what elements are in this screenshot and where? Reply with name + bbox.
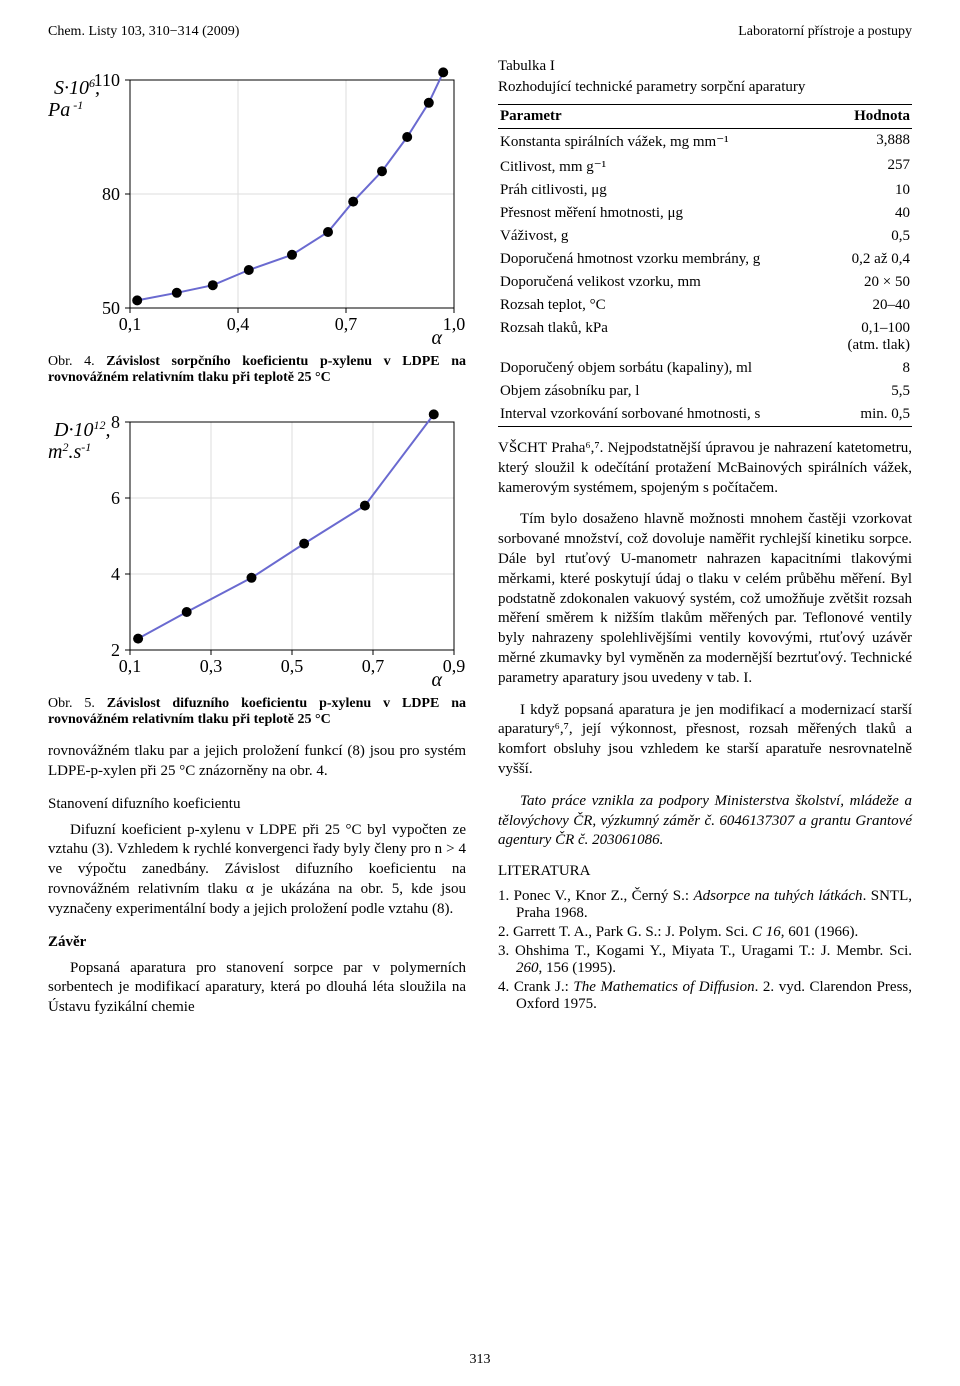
references-list: 1. Ponec V., Knor Z., Černý S.: Adsorpce…	[498, 888, 912, 1013]
two-column-layout: 0,10,40,71,05080110αS·106,Pa -1 Obr. 4. …	[48, 58, 912, 1030]
col-header-param: Parametr	[498, 105, 829, 129]
reference-item: 4. Crank J.: The Mathematics of Diffusio…	[498, 979, 912, 1013]
table-cell-param: Práh citlivosti, μg	[498, 179, 829, 202]
table-cell-param: Konstanta spirálních vážek, mg mm⁻¹	[498, 129, 829, 155]
table-cell-value: 0,5	[829, 225, 912, 248]
page-number: 313	[0, 1352, 960, 1368]
table-cell-value: 20 × 50	[829, 271, 912, 294]
svg-text:80: 80	[102, 184, 120, 204]
header-right: Laboratorní přístroje a postupy	[738, 24, 912, 40]
table-cell-value: 20–40	[829, 294, 912, 317]
table-cell-param: Doporučený objem sorbátu (kapaliny), ml	[498, 357, 829, 380]
reference-item: 1. Ponec V., Knor Z., Černý S.: Adsorpce…	[498, 888, 912, 922]
figure-5-chart: 0,1 0,3 0,5 0,7 0,9 2 4 6 8 α D·1012,m2.s-1	[48, 400, 466, 690]
table-cell-param: Doporučená velikost vzorku, mm	[498, 271, 829, 294]
svg-text:0,9: 0,9	[443, 656, 466, 676]
table-cell-value: 40	[829, 202, 912, 225]
svg-text:6: 6	[111, 488, 120, 508]
left-para-3: Popsaná aparatura pro stanovení sorpce p…	[48, 959, 466, 1018]
table-row: Rozsah teplot, °C20–40	[498, 294, 912, 317]
table-cell-param: Objem zásobníku par, l	[498, 380, 829, 403]
table-cell-value: 10	[829, 179, 912, 202]
table-cell-param: Doporučená hmotnost vzorku membrány, g	[498, 248, 829, 271]
svg-text:0,1: 0,1	[119, 314, 142, 334]
params-table: Parametr Hodnota Konstanta spirálních vá…	[498, 104, 912, 427]
table-row: Rozsah tlaků, kPa0,1–100 (atm. tlak)	[498, 317, 912, 357]
diffusion-heading: Stanovení difuzního koeficientu	[48, 796, 466, 813]
acknowledgment: Tato práce vznikla za podpory Ministerst…	[498, 792, 912, 851]
fig4-label: Obr. 4.	[48, 354, 106, 369]
figure-4-caption: Obr. 4. Závislost sorpčního koeficientu …	[48, 354, 466, 386]
svg-text:0,7: 0,7	[362, 656, 385, 676]
svg-text:S·106,Pa -1: S·106,Pa -1	[48, 76, 100, 121]
figure-5-caption: Obr. 5. Závislost difuzního koeficientu …	[48, 696, 466, 728]
svg-text:0,4: 0,4	[227, 314, 250, 334]
table-1: Tabulka I Rozhodující technické parametr…	[498, 58, 912, 427]
reference-item: 2. Garrett T. A., Park G. S.: J. Polym. …	[498, 924, 912, 941]
table-cell-value: 0,1–100 (atm. tlak)	[829, 317, 912, 357]
svg-text:α: α	[432, 327, 443, 348]
col-header-value: Hodnota	[829, 105, 912, 129]
fig4-bold: Závislost sorpčního koeficientu p-xylenu…	[48, 354, 466, 385]
svg-text:0,3: 0,3	[200, 656, 223, 676]
left-column: 0,10,40,71,05080110αS·106,Pa -1 Obr. 4. …	[48, 58, 466, 1030]
table-cell-value: 0,2 až 0,4	[829, 248, 912, 271]
left-para-1: rovnovážném tlaku par a jejich proložení…	[48, 742, 466, 782]
table-row: Váživost, g0,5	[498, 225, 912, 248]
svg-text:4: 4	[111, 564, 120, 584]
table-caption-line1: Tabulka I	[498, 58, 912, 75]
table-cell-param: Citlivost, mm g⁻¹	[498, 154, 829, 179]
table-row: Doporučená hmotnost vzorku membrány, g0,…	[498, 248, 912, 271]
svg-text:1,0: 1,0	[443, 314, 466, 334]
table-cell-value: min. 0,5	[829, 403, 912, 427]
svg-text:0,1: 0,1	[119, 656, 142, 676]
table-row: Doporučená velikost vzorku, mm20 × 50	[498, 271, 912, 294]
svg-text:50: 50	[102, 298, 120, 318]
right-para-2: Tím bylo dosaženo hlavně možnosti mnohem…	[498, 510, 912, 688]
fig5-bold: Závislost difuzního koeficientu p-xylenu…	[48, 696, 466, 727]
table-row: Objem zásobníku par, l5,5	[498, 380, 912, 403]
table-caption-line2: Rozhodující technické parametry sorpční …	[498, 79, 912, 96]
left-para-2: Difuzní koeficient p-xylenu v LDPE při 2…	[48, 821, 466, 920]
table-cell-param: Interval vzorkování sorbované hmotnosti,…	[498, 403, 829, 427]
chart2-svg: 0,1 0,3 0,5 0,7 0,9 2 4 6 8 α D·1012,m2.s-1	[48, 400, 466, 690]
table-cell-value: 8	[829, 357, 912, 380]
chart1-svg: 0,10,40,71,05080110αS·106,Pa -1	[48, 58, 466, 348]
table-row: Citlivost, mm g⁻¹257	[498, 154, 912, 179]
table-row: Konstanta spirálních vážek, mg mm⁻¹3,888	[498, 129, 912, 155]
right-para-1: VŠCHT Praha⁶,⁷. Nejpodstatnější úpravou …	[498, 439, 912, 498]
table-header-row: Parametr Hodnota	[498, 105, 912, 129]
table-cell-value: 5,5	[829, 380, 912, 403]
table-cell-value: 257	[829, 154, 912, 179]
table-row: Interval vzorkování sorbované hmotnosti,…	[498, 403, 912, 427]
running-header: Chem. Listy 103, 310−314 (2009) Laborato…	[48, 24, 912, 40]
table-row: Doporučený objem sorbátu (kapaliny), ml8	[498, 357, 912, 380]
svg-text:0,5: 0,5	[281, 656, 304, 676]
svg-text:0,7: 0,7	[335, 314, 358, 334]
fig5-label: Obr. 5.	[48, 696, 107, 711]
right-para-3: I když popsaná aparatura je jen modifika…	[498, 701, 912, 780]
table-row: Přesnost měření hmotnosti, μg40	[498, 202, 912, 225]
table-cell-param: Přesnost měření hmotnosti, μg	[498, 202, 829, 225]
literature-heading: LITERATURA	[498, 863, 912, 880]
svg-text:8: 8	[111, 412, 120, 432]
table-row: Práh citlivosti, μg10	[498, 179, 912, 202]
figure-4-chart: 0,10,40,71,05080110αS·106,Pa -1	[48, 58, 466, 348]
conclusion-heading: Závěr	[48, 934, 466, 951]
svg-text:D·1012,m2.s-1: D·1012,m2.s-1	[48, 418, 110, 463]
table-cell-param: Rozsah tlaků, kPa	[498, 317, 829, 357]
svg-text:2: 2	[111, 640, 120, 660]
table-cell-value: 3,888	[829, 129, 912, 155]
reference-item: 3. Ohshima T., Kogami Y., Miyata T., Ura…	[498, 943, 912, 977]
table-cell-param: Váživost, g	[498, 225, 829, 248]
svg-text:α: α	[432, 669, 443, 690]
header-left: Chem. Listy 103, 310−314 (2009)	[48, 24, 239, 40]
table-cell-param: Rozsah teplot, °C	[498, 294, 829, 317]
right-column: Tabulka I Rozhodující technické parametr…	[498, 58, 912, 1030]
